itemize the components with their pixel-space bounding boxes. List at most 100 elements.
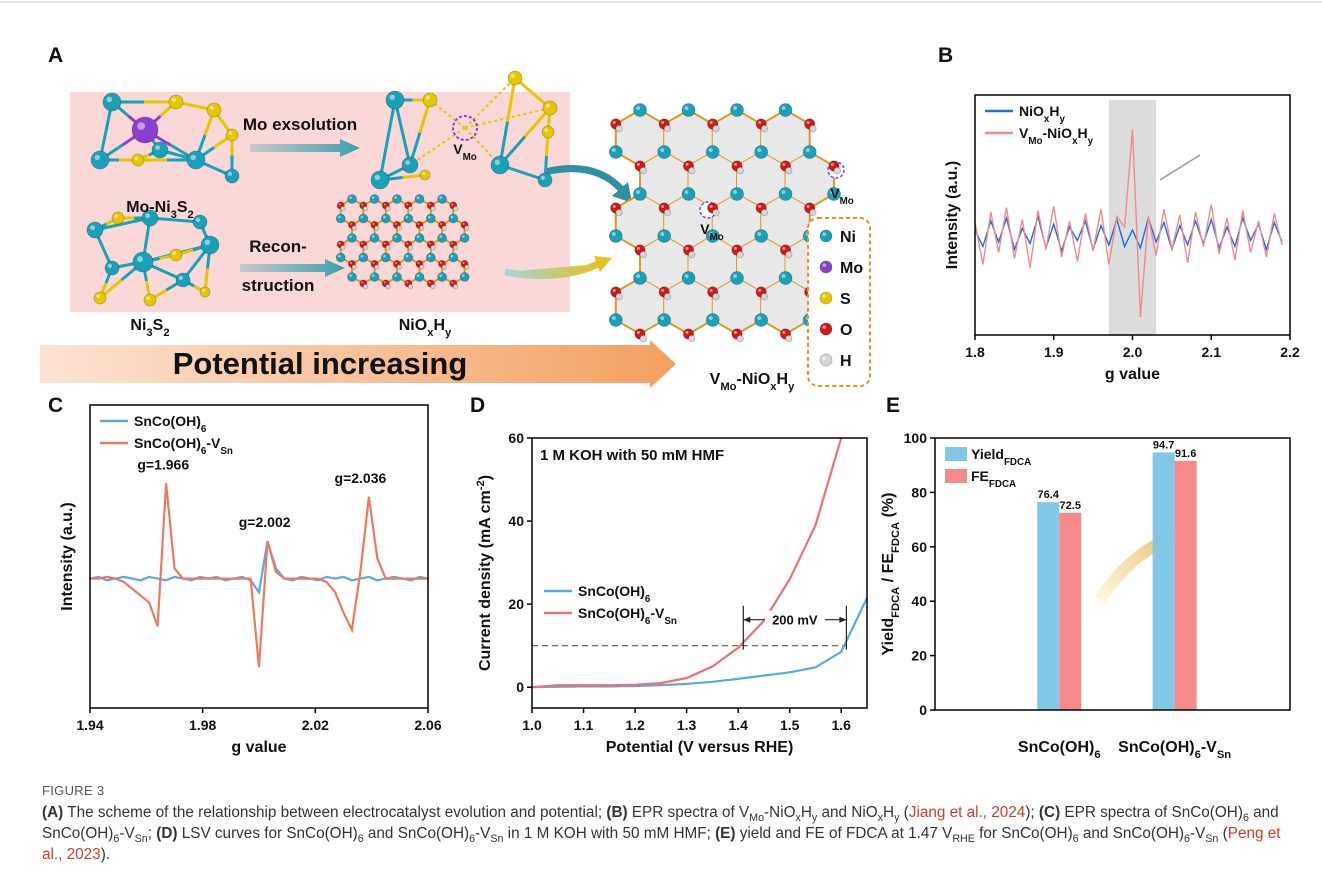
sub-part: FDCA xyxy=(890,522,902,553)
atom-shine xyxy=(375,265,377,268)
atom-shine xyxy=(822,232,826,236)
atom xyxy=(681,187,696,201)
sub-part: 2 xyxy=(163,327,169,339)
atom xyxy=(347,233,357,243)
atom xyxy=(819,260,833,274)
atom-shine xyxy=(822,263,826,268)
atom-shine xyxy=(660,316,665,320)
atom-shine xyxy=(786,168,789,171)
legend-label: VMo-NiOxHy xyxy=(1019,125,1094,147)
text-part: ) xyxy=(477,475,494,480)
sub-part: Sn xyxy=(1205,833,1219,846)
series-line xyxy=(531,597,868,689)
atom xyxy=(403,213,414,224)
text-part: NiO xyxy=(1019,103,1044,119)
text-part: SnCo(OH) xyxy=(134,413,201,429)
text-part: H xyxy=(800,804,812,821)
atom xyxy=(754,313,769,327)
atom-shine xyxy=(439,235,443,238)
x-tick-label: SnCo(OH)6-VSn xyxy=(1118,739,1231,761)
atom xyxy=(407,205,414,212)
text-part: V xyxy=(1019,125,1029,141)
atom xyxy=(347,272,357,282)
atom-shine xyxy=(416,196,420,199)
atom xyxy=(392,233,402,243)
atom xyxy=(730,271,744,285)
atom xyxy=(441,225,448,231)
atom-shine xyxy=(684,274,689,278)
atom-shine xyxy=(227,171,232,176)
legend-box xyxy=(807,217,871,387)
text-part: H xyxy=(1078,125,1088,141)
step-label: struction xyxy=(242,276,315,295)
atom xyxy=(131,116,159,144)
atom xyxy=(419,169,431,181)
atom xyxy=(778,103,793,117)
exsolution-arrow xyxy=(250,139,360,157)
bond xyxy=(506,77,517,122)
atom xyxy=(374,225,380,231)
atom-shine xyxy=(443,265,445,268)
sub-part: Sn xyxy=(220,446,233,457)
atom-shine xyxy=(422,172,425,175)
sub-part: 6 xyxy=(469,833,476,846)
atom xyxy=(663,124,672,133)
atom xyxy=(93,291,107,305)
atom-shine xyxy=(462,222,465,225)
atom xyxy=(369,272,380,282)
y-axis-label: Intensity (a.u.) xyxy=(59,502,76,610)
atom-shine xyxy=(386,285,389,287)
atom-shine xyxy=(361,203,364,206)
atom-shine xyxy=(202,289,205,292)
atom xyxy=(712,292,720,301)
atom-shine xyxy=(383,254,386,258)
sub-part: x xyxy=(877,812,884,825)
atom xyxy=(785,250,793,259)
structure-label: VMo-NiOxHy xyxy=(710,371,795,393)
atom-shine xyxy=(94,154,101,160)
text-part: -V xyxy=(1190,825,1206,842)
sub-part: Sn xyxy=(134,833,148,846)
legend-item: SnCo(OH)6-VSn xyxy=(100,435,233,457)
sub-part: x xyxy=(1044,114,1050,125)
atom xyxy=(419,264,425,270)
atom-shine xyxy=(617,294,620,297)
y-tick-label: 60 xyxy=(508,430,524,446)
hex-cell xyxy=(785,152,834,208)
atom-shine xyxy=(617,126,620,129)
atom xyxy=(414,233,425,243)
atom-shine xyxy=(684,190,689,194)
b-part: (C) xyxy=(1038,804,1061,821)
b-part: (D) xyxy=(156,825,178,842)
hex-cell xyxy=(615,194,665,250)
hex-cell xyxy=(712,110,762,166)
sub-part: Sn xyxy=(1217,749,1231,761)
atom xyxy=(712,124,720,133)
atom-shine xyxy=(364,285,366,287)
atom-shine xyxy=(374,174,380,180)
sub-part: 3 xyxy=(171,209,177,221)
atom-shine xyxy=(822,356,826,361)
atom-shine xyxy=(228,131,232,135)
atom-shine xyxy=(758,120,762,125)
atom xyxy=(335,252,346,263)
atom-shine xyxy=(450,254,454,258)
hex-cell xyxy=(712,278,762,334)
atom-shine xyxy=(684,106,689,111)
bar-value-label: 91.6 xyxy=(1175,448,1196,460)
atom-shine xyxy=(178,275,183,280)
atom-shine xyxy=(708,316,713,320)
vacancy-bond xyxy=(409,127,466,166)
y-tick-label: 0 xyxy=(919,702,927,718)
atom-shine xyxy=(462,261,465,265)
axis-frame xyxy=(974,94,1291,336)
text-part: -V xyxy=(475,825,491,842)
text-part: S xyxy=(153,317,164,334)
atom xyxy=(143,293,157,307)
x-tick-label: 1.8 xyxy=(965,344,985,360)
atom xyxy=(537,172,553,188)
atom xyxy=(335,213,346,224)
sub-part: y xyxy=(1088,136,1094,147)
atom-shine xyxy=(811,210,813,213)
axis-frame xyxy=(89,404,429,709)
